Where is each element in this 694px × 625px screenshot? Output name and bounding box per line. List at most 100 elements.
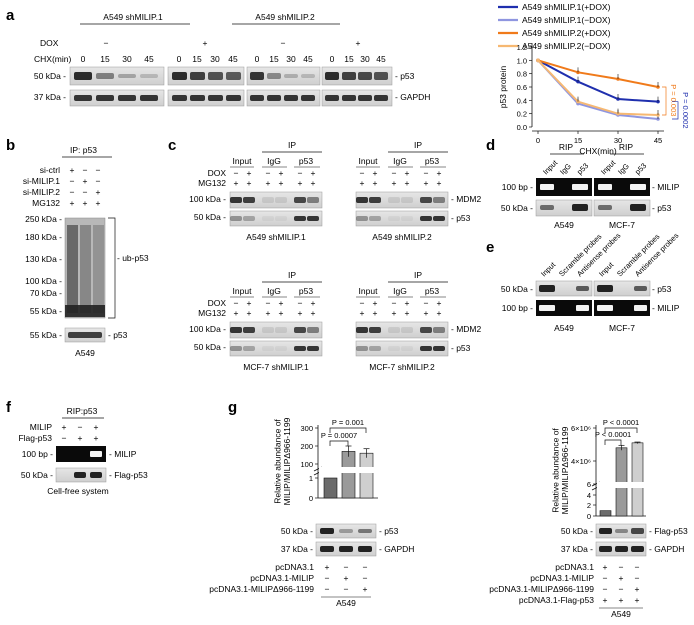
condition-value: −	[70, 176, 75, 186]
g-condition-value: +	[344, 573, 349, 583]
panel-a-band-p53: - p53	[395, 71, 415, 81]
panel-a-axes: 0.0 0.2 0.4 0.6 0.8 1.0 1.2 0 15 30 45	[517, 43, 664, 145]
c-band	[433, 327, 445, 333]
c-dox-value: +	[405, 168, 410, 178]
panel-e-band-milip: - MILIP	[652, 303, 680, 313]
c-band-mdm2: - MDM2	[451, 324, 481, 334]
y-tick-label: 0.8	[517, 70, 527, 79]
panel-a-blot-gapdh-1	[69, 89, 165, 107]
c-band	[420, 197, 432, 203]
condition-value: +	[70, 198, 75, 208]
panel-d-band-milip: - MILIP	[652, 182, 680, 192]
c-band	[243, 216, 255, 221]
c-band	[369, 346, 381, 351]
condition-value: −	[96, 165, 101, 175]
c-band	[294, 216, 306, 221]
panel-g-right-rows: pcDNA3.1 + − −pcDNA3.1-MILIP − + −pcDNA3.1-MIL…	[489, 562, 643, 619]
g-bar	[359, 452, 374, 499]
c-band	[243, 327, 255, 333]
c-blot-caption: MCF-7 shMILIP.2	[369, 362, 435, 372]
c-blot-p53	[355, 210, 449, 227]
c-p53-label: p53	[425, 156, 439, 166]
chx-value: 15	[344, 54, 354, 64]
condition-value: +	[96, 198, 101, 208]
c-band	[262, 197, 274, 203]
c-p53-label: p53	[299, 156, 313, 166]
c-dox-value: +	[311, 298, 316, 308]
panel-f: f RIP:p53 MILIP + − +Flag-p53− + + 100 bp - 5…	[6, 399, 148, 496]
c-dox-value: +	[437, 168, 442, 178]
c-blot-caption: A549 shMILIP.1	[246, 232, 306, 242]
c-mg-value: +	[360, 178, 365, 188]
c-band	[433, 197, 445, 203]
c-band	[307, 327, 319, 333]
panel-d-band-p53: - p53	[652, 203, 672, 213]
c-band	[262, 216, 274, 221]
c-band	[433, 346, 445, 351]
panel-a-blot-gapdh-3	[246, 89, 321, 107]
g-bar	[631, 442, 644, 517]
g-condition-value: +	[325, 562, 330, 572]
c-band	[356, 216, 368, 221]
panel-g-right-band-flag: - Flag-p53	[649, 526, 688, 536]
panel-d-letter: d	[486, 137, 495, 154]
c-band	[420, 327, 432, 333]
panel-d-cell-1: A549	[554, 220, 574, 230]
x-tick-label: 15	[574, 136, 582, 145]
g-condition-value: +	[619, 573, 624, 583]
c-mg-value: +	[247, 178, 252, 188]
c-band	[388, 197, 400, 203]
g-bar	[615, 447, 628, 517]
e-col-label: Input	[597, 260, 616, 279]
c-band	[356, 346, 368, 351]
panel-g-left-mw50: 50 kDa -	[281, 526, 313, 536]
condition-value: +	[83, 198, 88, 208]
c-blot-p53	[355, 340, 449, 357]
c-mg-value: +	[373, 178, 378, 188]
panel-f-band-milip: - MILIP	[109, 449, 137, 459]
chx-value: 15	[192, 54, 202, 64]
f-condition-value: −	[78, 422, 83, 432]
g-y-tick-label: 100	[300, 460, 313, 469]
g-condition-label: pcDNA3.1-MILIP	[250, 573, 314, 583]
panel-d-mw50: 50 kDa -	[501, 203, 533, 213]
c-dox-value: +	[247, 298, 252, 308]
panel-d-gel-2	[594, 178, 650, 196]
c-dox-value: −	[424, 298, 429, 308]
c-band	[275, 197, 287, 203]
c-dox-value: +	[405, 298, 410, 308]
x-tick-label: 30	[614, 136, 622, 145]
panel-e-cell-2: MCF-7	[609, 323, 635, 333]
c-dox-value: −	[392, 168, 397, 178]
panel-a-blot-p53-2	[167, 66, 245, 86]
c-band	[294, 197, 306, 203]
c-dox-value: −	[298, 168, 303, 178]
panel-f-gel	[56, 446, 106, 462]
c-mw100: 100 kDa -	[189, 194, 226, 204]
c-band	[401, 346, 413, 351]
mw-marker: 250 kDa -	[25, 214, 62, 224]
c-dox-value: +	[279, 168, 284, 178]
c-mg-value: +	[247, 308, 252, 318]
c-mw50: 50 kDa -	[194, 212, 226, 222]
chx-value: 0	[255, 54, 260, 64]
g-bar	[341, 451, 356, 499]
panel-d-rip-2: RIP	[619, 142, 634, 152]
mw-marker: 100 kDa -	[25, 276, 62, 286]
panel-a-blot-p53-4	[321, 66, 393, 86]
condition-label: si-MILIP.2	[23, 187, 60, 197]
series-line-0	[537, 59, 659, 103]
panel-g-right-mw50: 50 kDa -	[561, 526, 593, 536]
c-blot-caption: A549 shMILIP.2	[372, 232, 432, 242]
g-bar	[323, 477, 338, 499]
panel-g-left-band-gapdh: - GAPDH	[379, 544, 414, 554]
panel-a-xlabel: CHX(min)	[579, 146, 616, 156]
c-band	[275, 346, 287, 351]
c-band	[401, 197, 413, 203]
g-condition-label: pcDNA3.1	[555, 562, 594, 572]
g-p-value: P = 0.001	[332, 418, 364, 427]
panel-g-right-band-gapdh: - GAPDH	[649, 544, 684, 554]
g-condition-value: −	[344, 584, 349, 594]
d-col-label: IgG	[558, 161, 573, 176]
